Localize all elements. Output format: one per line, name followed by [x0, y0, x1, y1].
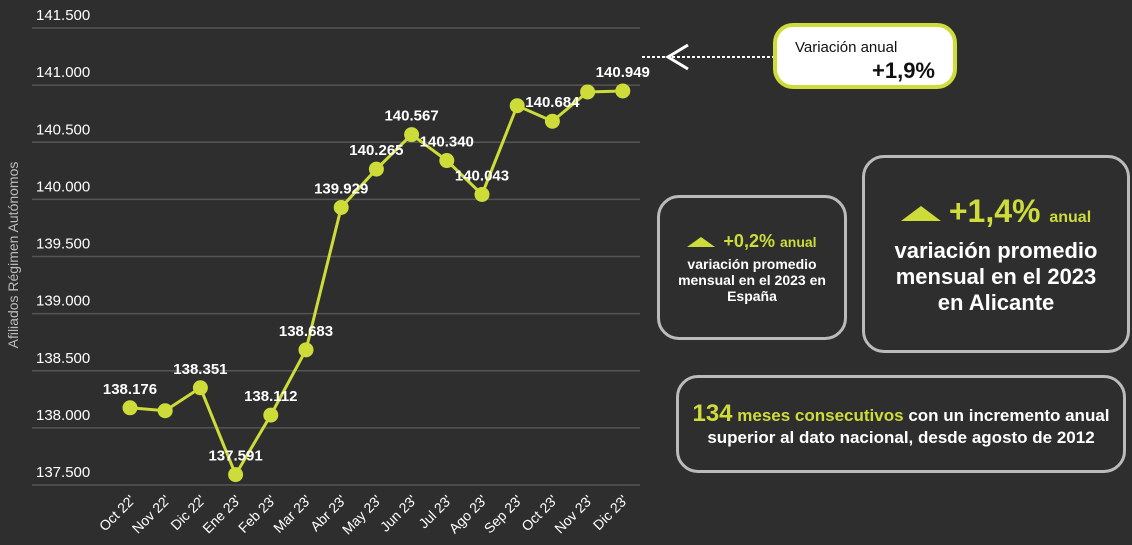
x-tick-label: Nov 23': [551, 492, 596, 537]
card-unit: anual: [1049, 208, 1092, 226]
data-label: 137.591: [208, 448, 262, 465]
x-tick-label: Ago 23': [446, 492, 491, 537]
y-tick-label: 139.500: [36, 236, 90, 253]
data-point: [509, 98, 525, 114]
data-point: [192, 380, 208, 396]
data-point: [228, 467, 244, 483]
card: 134 meses consecutivos con un incremento…: [676, 375, 1126, 473]
x-tick-label: Jun 23': [377, 492, 420, 535]
data-point: [615, 83, 631, 99]
data-label: 140.684: [525, 94, 580, 111]
y-tick-label: 141.000: [36, 64, 90, 81]
annotation-title: Variación anual: [795, 39, 897, 56]
card-text: variación promedio mensual en el 2023 en…: [678, 256, 826, 304]
y-axis-label: Afiliados Régimen Autónomos: [5, 162, 21, 349]
x-tick-label: Dic 23': [590, 492, 631, 533]
annotation-value: +1,9%: [872, 58, 935, 83]
data-label: 138.351: [173, 361, 227, 378]
x-tick-label: Sep 23': [481, 492, 526, 537]
data-point: [298, 342, 314, 358]
data-label: 140.043: [455, 167, 509, 184]
data-point: [333, 199, 349, 215]
data-point: [439, 153, 455, 169]
x-tick-label: May 23': [339, 492, 385, 538]
data-point: [474, 186, 490, 202]
card-text: variación promedio mensual en el 2023 en…: [894, 237, 1098, 315]
data-point: [122, 400, 138, 416]
card-value: +0,2%: [723, 231, 775, 251]
card-unit: anual: [779, 234, 817, 250]
data-point: [157, 403, 173, 419]
y-tick-label: 141.500: [36, 7, 90, 24]
data-point: [368, 161, 384, 177]
y-tick-label: 140.500: [36, 121, 90, 138]
data-label: 138.683: [279, 323, 333, 340]
data-label: 139.929: [314, 180, 368, 197]
arrow-head: [665, 43, 689, 71]
card-value: +1,4%: [948, 192, 1041, 229]
x-tick-label: Ene 23': [199, 492, 244, 537]
x-tick-label: Nov 22': [129, 492, 174, 537]
annotation-box: [773, 23, 957, 89]
y-tick-label: 140.000: [36, 178, 90, 195]
data-point: [404, 127, 420, 143]
data-point: [263, 407, 279, 423]
data-label: 140.567: [384, 108, 438, 125]
y-tick-label: 139.000: [36, 293, 90, 310]
y-tick-label: 138.000: [36, 407, 90, 424]
x-tick-label: Mar 23': [270, 492, 314, 536]
y-tick-label: 138.500: [36, 350, 90, 367]
card: +0,2% anual variación promedio mensual e…: [657, 195, 847, 340]
card-highlight: meses consecutivos: [737, 406, 904, 425]
x-tick-label: Feb 23': [235, 492, 279, 536]
data-point: [580, 84, 596, 100]
card-text: con un incremento anual superior al dato…: [707, 406, 1110, 447]
y-tick-label: 137.500: [36, 464, 90, 481]
data-label: 138.112: [244, 388, 297, 405]
card-value: 134: [692, 400, 733, 427]
data-label: 140.949: [596, 64, 650, 81]
data-label: 138.176: [103, 381, 157, 398]
data-label: 140.340: [420, 134, 474, 151]
data-label: 140.265: [349, 142, 403, 159]
data-point: [544, 113, 560, 129]
card: +1,4% anual variación promedio mensual e…: [862, 155, 1130, 353]
